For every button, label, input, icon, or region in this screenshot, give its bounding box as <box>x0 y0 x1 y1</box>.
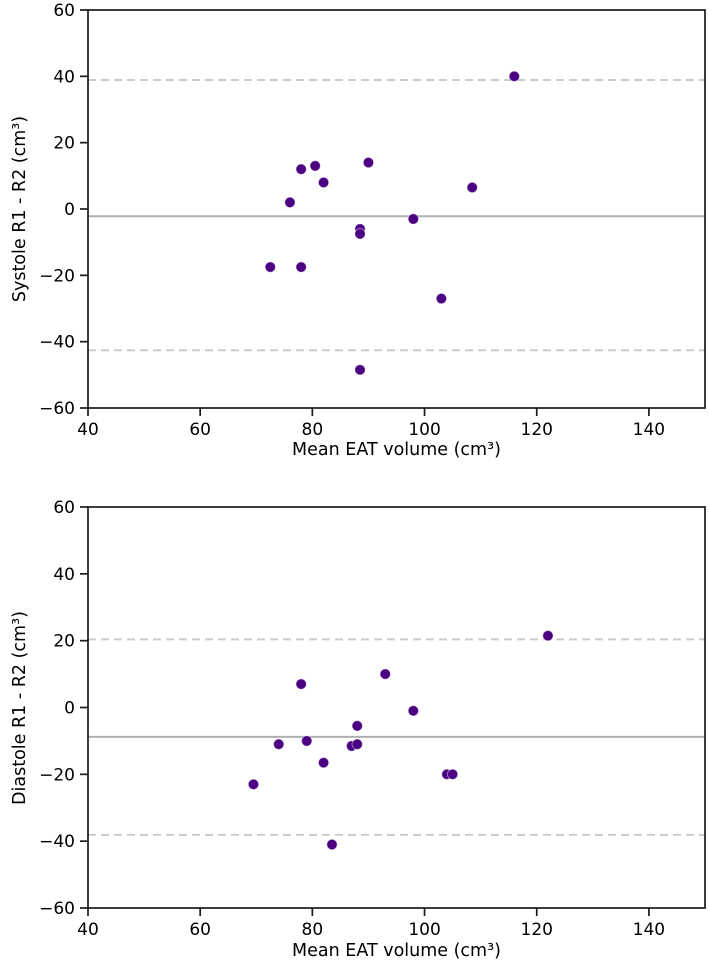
y-tick-label: 40 <box>53 565 75 585</box>
data-point <box>295 163 307 175</box>
data-point <box>317 756 330 769</box>
diastole-plot-area: 40 60 80 100 120 140 60 40 20 0 −20 −40 −60 <box>39 498 706 939</box>
y-tick-label: 60 <box>53 1 75 21</box>
systole-bland-altman-plot: Systole R1 - R2 (cm³) 40 60 80 100 120 140 60 4… <box>10 1 706 460</box>
data-point <box>309 160 321 172</box>
data-point <box>446 768 459 781</box>
data-point <box>247 778 260 791</box>
plot-border <box>87 9 706 409</box>
y-tick-label: 0 <box>64 200 75 220</box>
data-point <box>295 678 307 690</box>
diastole-bland-altman-plot: Diastole R1 - R2 (cm³) 40 60 80 100 120 140 60… <box>0 497 709 971</box>
y-tick-label: 60 <box>53 498 75 518</box>
y-tick-label: 20 <box>53 134 75 154</box>
data-point <box>508 70 520 83</box>
data-point <box>435 292 448 305</box>
data-point <box>542 629 554 642</box>
x-tick-label: 140 <box>633 920 665 939</box>
data-point <box>466 181 478 194</box>
x-tick-label: 80 <box>302 420 324 440</box>
y-tick-label: 0 <box>64 699 75 719</box>
data-point <box>407 705 420 717</box>
y-tick-label: −20 <box>39 765 75 785</box>
data-point <box>351 738 363 750</box>
y-tick-label: 20 <box>53 632 75 652</box>
x-tick-label: 40 <box>77 920 99 939</box>
data-point <box>326 838 338 851</box>
x-tick-label: 40 <box>77 420 99 440</box>
data-point <box>295 261 307 273</box>
data-point <box>273 738 285 750</box>
x-tick-label: 120 <box>521 920 553 939</box>
plot-border <box>87 506 706 909</box>
systole-plot-area: 40 60 80 100 120 140 60 40 20 0 −20 −40 −60 <box>39 1 706 440</box>
data-point <box>379 668 391 680</box>
data-point <box>317 176 330 189</box>
y-tick-label: −20 <box>39 266 75 286</box>
x-tick-label: 60 <box>189 920 211 939</box>
data-point <box>301 735 313 747</box>
data-point <box>407 213 420 225</box>
x-tick-label: 120 <box>521 420 553 440</box>
data-point <box>284 196 296 209</box>
x-tick-label: 140 <box>633 420 665 440</box>
y-tick-label: −40 <box>39 832 75 852</box>
data-point <box>351 720 363 732</box>
x-axis-label: Mean EAT volume (cm³) <box>292 440 501 460</box>
x-tick-label: 100 <box>408 920 440 939</box>
x-tick-label: 60 <box>189 420 211 440</box>
x-axis-label: Mean EAT volume (cm³) <box>292 941 501 961</box>
data-point <box>264 261 276 273</box>
y-tick-label: −60 <box>39 899 75 919</box>
x-tick-label: 80 <box>302 920 324 939</box>
y-tick-label: −60 <box>39 399 75 419</box>
x-tick-label: 100 <box>408 420 440 440</box>
data-point <box>354 364 366 376</box>
y-tick-label: −40 <box>39 333 75 353</box>
y-tick-label: 40 <box>53 67 75 87</box>
data-point <box>354 228 366 240</box>
data-point <box>362 156 375 169</box>
